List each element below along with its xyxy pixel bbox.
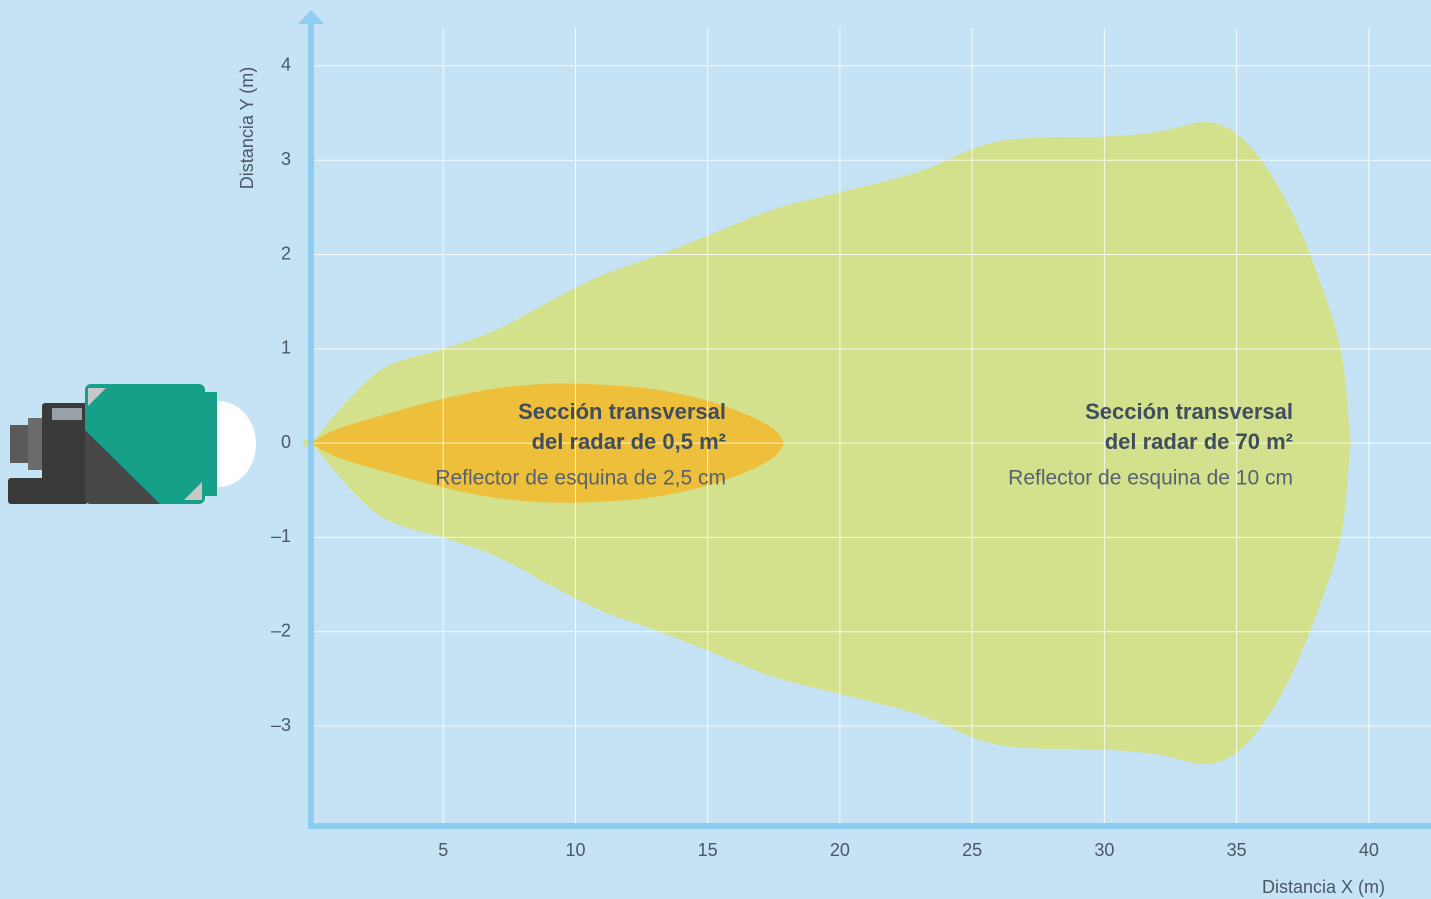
sensor-icon (8, 384, 256, 504)
series-label: del radar de 0,5 m² (532, 429, 726, 454)
x-tick-label: 15 (698, 840, 718, 860)
x-tick-label: 5 (438, 840, 448, 860)
series-label: Sección transversal (518, 399, 726, 424)
x-tick-label: 10 (565, 840, 585, 860)
y-tick-label: –2 (271, 620, 291, 640)
x-tick-label: 20 (830, 840, 850, 860)
y-tick-label: –1 (271, 526, 291, 546)
x-tick-label: 30 (1094, 840, 1114, 860)
y-tick-label: –3 (271, 715, 291, 735)
x-tick-label: 40 (1359, 840, 1379, 860)
y-axis-label: Distancia Y (m) (237, 67, 257, 189)
y-tick-label: 4 (281, 55, 291, 75)
series-label: Sección transversal (1085, 399, 1293, 424)
x-axis-label: Distancia X (m) (1262, 877, 1385, 897)
y-tick-label: 2 (281, 243, 291, 263)
series-note: Reflector de esquina de 2,5 cm (435, 467, 726, 490)
y-tick-label: 3 (281, 149, 291, 169)
series-note: Reflector de esquina de 10 cm (1008, 467, 1293, 490)
x-tick-label: 25 (962, 840, 982, 860)
y-tick-label: 0 (281, 432, 291, 452)
y-axis-arrow (298, 10, 324, 24)
y-tick-label: 1 (281, 338, 291, 358)
series-label: del radar de 70 m² (1105, 429, 1293, 454)
x-tick-label: 35 (1227, 840, 1247, 860)
